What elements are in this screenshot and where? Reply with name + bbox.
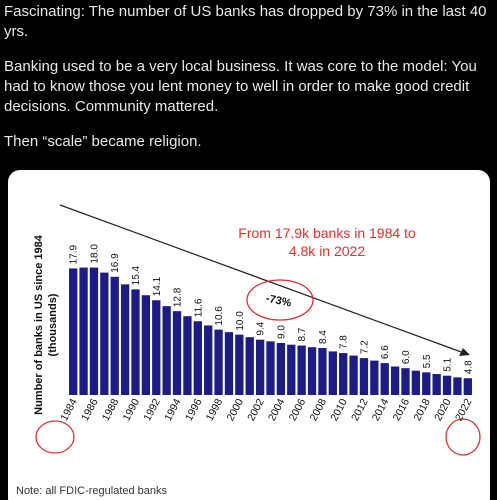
value-label: 10.6 — [214, 306, 225, 326]
value-label: 15.4 — [131, 265, 142, 285]
value-label: 5.5 — [422, 354, 433, 368]
bar — [255, 339, 265, 395]
bar — [110, 276, 119, 395]
trend-arrow — [59, 204, 465, 354]
value-label: 10.0 — [235, 311, 246, 331]
tweet-paragraph: Banking used to be a very local business… — [4, 58, 477, 115]
bar — [183, 316, 192, 395]
callout-ring — [246, 279, 314, 321]
annotation: From 17.9k banks in 1984 to — [238, 225, 416, 241]
tweet-text: Fascinating: The number of US banks has … — [4, 2, 490, 167]
bar — [411, 370, 421, 395]
bar — [172, 311, 182, 395]
value-label: 6.6 — [380, 345, 391, 359]
bar — [422, 372, 431, 395]
bar — [401, 368, 410, 395]
bar — [318, 348, 327, 395]
value-label: 18.0 — [89, 244, 100, 264]
y-axis-label: Number of banks in US since 1984 — [33, 234, 45, 415]
callout: -73% — [265, 293, 293, 310]
highlight-ring — [35, 420, 75, 454]
chart-card — [8, 170, 490, 500]
bar — [370, 360, 379, 395]
bar — [131, 289, 140, 395]
bar — [162, 306, 171, 395]
bar — [224, 332, 234, 395]
bar — [89, 267, 99, 395]
bar — [120, 284, 130, 395]
bar — [349, 355, 358, 395]
value-label: 9.4 — [256, 321, 267, 335]
tweet-paragraph: Then “scale” became religion. — [4, 133, 202, 150]
bar — [152, 300, 161, 395]
bar — [339, 353, 348, 395]
bar — [100, 272, 109, 395]
value-label: 5.1 — [443, 357, 454, 371]
bar — [453, 377, 462, 395]
bar — [266, 341, 275, 395]
bar — [328, 351, 337, 395]
y-axis-label: (thousands) — [47, 293, 59, 356]
bar — [204, 325, 213, 395]
value-label: 6.0 — [401, 350, 412, 364]
bar — [359, 358, 369, 395]
note: Note: all FDIC-regulated banks — [16, 485, 168, 497]
bar — [245, 337, 254, 395]
bar — [276, 343, 286, 395]
value-label: 7.8 — [339, 335, 350, 349]
value-label: 9.0 — [276, 325, 287, 339]
value-label: 14.1 — [152, 276, 163, 296]
bar — [141, 295, 151, 395]
bar — [79, 267, 88, 395]
value-label: 7.2 — [359, 340, 370, 354]
arrow-head — [459, 348, 470, 356]
value-label: 8.7 — [297, 327, 308, 341]
bar — [214, 329, 223, 395]
value-label: 16.9 — [110, 253, 121, 273]
bar — [380, 363, 389, 395]
bar — [307, 347, 317, 395]
bar — [287, 344, 296, 395]
bar — [442, 375, 452, 395]
tweet-paragraph: Fascinating: The number of US banks has … — [4, 3, 487, 40]
highlight-ring — [445, 418, 481, 456]
bar — [463, 378, 472, 395]
bar — [193, 321, 202, 395]
value-label: 12.8 — [173, 287, 184, 307]
bar — [235, 334, 244, 395]
value-label: 8.4 — [318, 330, 329, 344]
value-label: 4.8 — [463, 360, 474, 374]
bar — [297, 345, 306, 395]
bar — [69, 268, 78, 395]
value-label: 17.9 — [69, 245, 80, 265]
bar — [432, 374, 441, 395]
bar — [390, 366, 400, 395]
value-label: 11.6 — [193, 298, 204, 317]
annotation: 4.8k in 2022 — [289, 243, 365, 259]
